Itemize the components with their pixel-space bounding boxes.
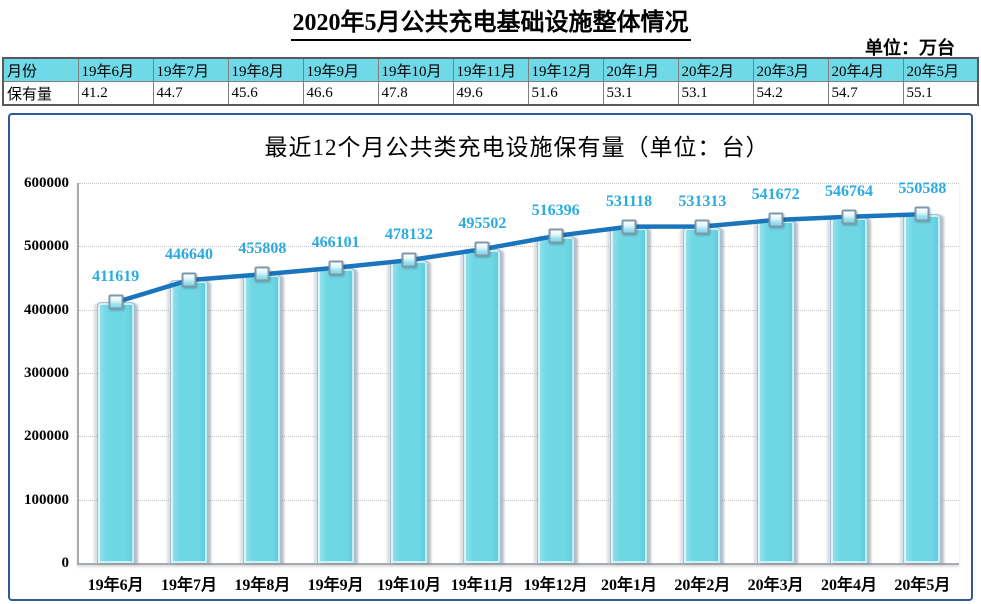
gridline xyxy=(79,436,959,438)
table-header-cell: 月份 xyxy=(2,57,79,82)
table-header-row: 月份 19年6月 19年7月 19年8月 19年9月 19年10月 19年11月 19年12月… xyxy=(2,57,979,82)
bar-value-label: 531313 xyxy=(678,192,727,210)
x-axis-label: 19年7月 xyxy=(160,577,217,594)
x-axis-label: 20年5月 xyxy=(894,577,951,594)
data-point-marker xyxy=(768,212,784,228)
data-point-marker xyxy=(548,228,564,244)
y-axis-label: 600000 xyxy=(24,175,69,191)
table-cell: 46.6 xyxy=(302,81,379,106)
bar xyxy=(903,214,942,563)
table-header-cell: 19年8月 xyxy=(227,57,304,82)
gridline xyxy=(79,499,959,501)
x-axis-label: 20年1月 xyxy=(600,577,657,594)
table-header-cell: 20年1月 xyxy=(602,57,679,82)
y-axis-label: 100000 xyxy=(24,491,69,508)
x-axis-label: 20年4月 xyxy=(820,577,877,594)
table-header-cell: 19年9月 xyxy=(302,57,379,82)
data-point-marker xyxy=(694,219,710,234)
x-axis-label: 19年10月 xyxy=(376,577,441,594)
bar-value-label: 550588 xyxy=(898,180,947,198)
table-header-cell: 20年2月 xyxy=(677,57,754,82)
x-axis-label: 19年6月 xyxy=(87,577,144,594)
table-header-cell: 20年4月 xyxy=(827,57,904,82)
table-row-label: 保有量 xyxy=(2,81,79,106)
bar xyxy=(463,249,502,563)
x-axis-label: 19年11月 xyxy=(450,577,514,594)
table-header-cell: 19年10月 xyxy=(377,57,454,82)
bar-value-label: 411619 xyxy=(92,268,140,286)
bar xyxy=(390,260,428,563)
table-header-cell: 19年11月 xyxy=(452,57,529,82)
trend-line xyxy=(113,212,925,305)
month-summary-table: 月份 19年6月 19年7月 19年8月 19年9月 19年10月 19年11月 19年12月… xyxy=(2,57,979,106)
data-point-marker xyxy=(621,219,637,235)
data-point-marker xyxy=(181,272,197,288)
table-cell: 47.8 xyxy=(377,81,454,106)
table-header-cell: 20年3月 xyxy=(752,57,829,82)
bar xyxy=(170,280,208,563)
unit-label: 单位：万台 xyxy=(865,38,955,58)
x-axis-label: 20年3月 xyxy=(747,577,804,594)
y-axis-label: 400000 xyxy=(24,301,69,318)
bar xyxy=(243,274,282,563)
data-point-marker xyxy=(254,266,270,282)
bar-value-label: 546764 xyxy=(825,182,873,200)
gridline xyxy=(79,309,959,311)
bar xyxy=(536,235,575,563)
bar-value-label: 455808 xyxy=(238,240,287,258)
table-cell: 53.1 xyxy=(602,81,679,106)
bar xyxy=(830,216,868,563)
x-axis-label: 20年2月 xyxy=(674,577,731,594)
data-point-marker xyxy=(841,209,857,225)
table-cell: 41.2 xyxy=(77,81,154,106)
bar-value-label: 495502 xyxy=(458,215,507,233)
bar-value-label: 541672 xyxy=(751,185,800,203)
table-data-row: 保有量 41.2 44.7 45.6 46.6 47.8 49.6 51.6 53.1 53.1 5… xyxy=(2,81,979,106)
data-point-marker xyxy=(474,241,490,257)
gridline xyxy=(79,246,959,248)
table-header-cell: 19年12月 xyxy=(527,57,604,82)
bar-value-label: 531118 xyxy=(605,192,653,210)
table-cell: 53.1 xyxy=(677,81,754,106)
table-header-cell: 19年6月 xyxy=(77,57,154,82)
x-axis-label: 19年8月 xyxy=(234,577,291,594)
chart-title: 最近12个月公共类充电设施保有量（单位：台） xyxy=(264,135,770,160)
data-point-marker xyxy=(108,294,124,310)
page-title-text: 2020年5月公共充电基础设施整体情况 xyxy=(290,2,691,41)
table-cell: 44.7 xyxy=(152,81,229,106)
table-cell: 54.2 xyxy=(752,81,829,106)
bar-value-label: 446640 xyxy=(165,246,213,264)
table-cell: 45.6 xyxy=(227,81,304,106)
y-axis-label: 0 xyxy=(61,555,70,571)
gridline xyxy=(79,373,959,374)
plot-area: 0 100000 200000 300000 400000 500000 600000 19年… xyxy=(24,175,959,594)
y-axis-label: 500000 xyxy=(24,238,69,255)
bar-value-label: 516396 xyxy=(531,201,580,219)
bar-value-label: 466101 xyxy=(311,233,360,251)
data-point-marker xyxy=(914,206,930,222)
data-point-marker xyxy=(328,260,344,276)
y-axis-label: 300000 xyxy=(24,365,69,381)
bar-value-label: 478132 xyxy=(385,226,433,244)
x-axis-label: 19年9月 xyxy=(307,577,364,594)
table-cell: 51.6 xyxy=(527,81,604,106)
data-point-marker xyxy=(401,252,417,268)
page-title: 2020年5月公共充电基础设施整体情况 xyxy=(0,2,981,41)
table-cell: 55.1 xyxy=(902,81,979,106)
bar xyxy=(96,302,135,563)
y-axis-label: 200000 xyxy=(24,428,69,445)
bar xyxy=(316,267,355,563)
table-header-cell: 19年7月 xyxy=(152,57,229,82)
gridline xyxy=(79,183,959,184)
x-axis-label: 19年12月 xyxy=(523,577,588,594)
chart-panel: 最近12个月公共类充电设施保有量（单位：台） 0 100000 200000 3000… xyxy=(8,113,973,601)
table-cell: 49.6 xyxy=(452,81,529,106)
table-cell: 54.7 xyxy=(827,81,904,106)
table-header-cell: 20年5月 xyxy=(902,57,979,82)
bar xyxy=(756,219,795,563)
